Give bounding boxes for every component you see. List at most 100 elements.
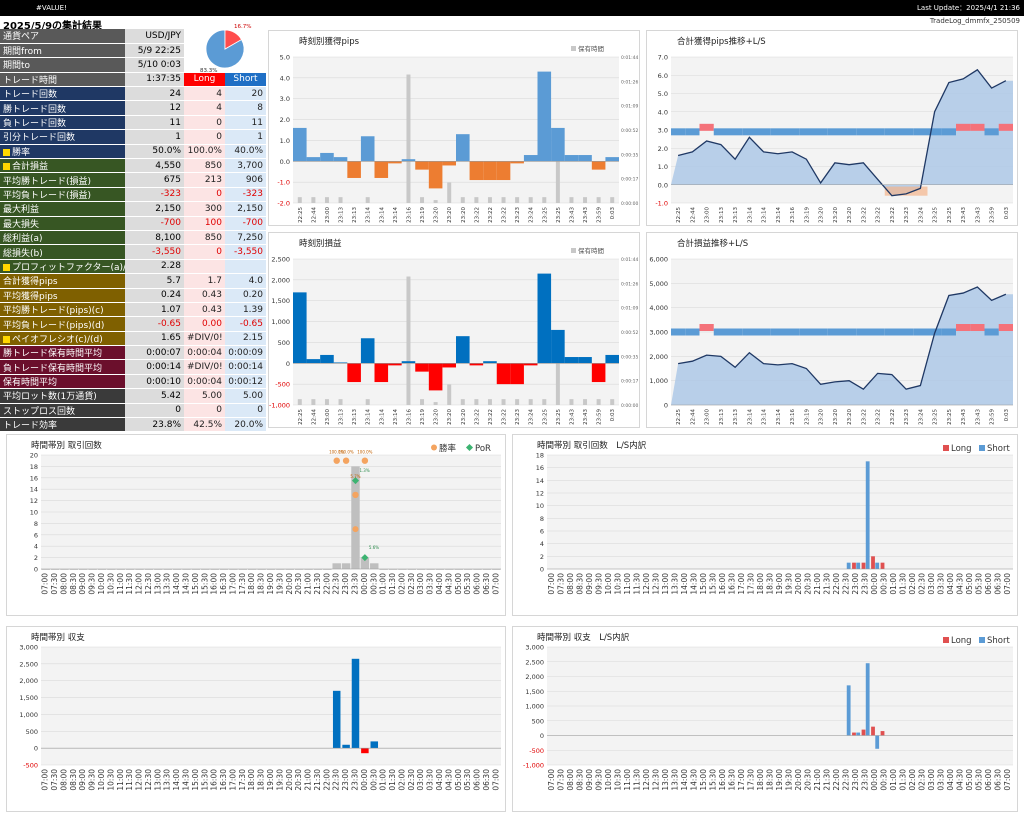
stat-short[interactable]: 2,150 [225,201,266,217]
stat-short[interactable]: 8 [225,100,266,116]
stat-value[interactable]: 5.42 [125,388,184,404]
stat-long[interactable]: 0:00:04 [184,374,225,390]
data-bar [578,155,592,162]
stat-short[interactable]: 4.0 [225,273,266,289]
stat-value[interactable]: 0:00:14 [125,359,184,375]
stat-long[interactable]: #DIV/0! [184,359,225,375]
x-tick-label: 23:00 [341,769,350,791]
stat-long[interactable]: 0 [184,187,225,203]
pnl-ls-panel[interactable]: 時間帯別 収支 L/S内訳 -1,000 -500 0 500 1,000 1,500 2,0… [512,626,1018,812]
stat-short[interactable]: 5.00 [225,388,266,404]
stat-long[interactable]: 1.7 [184,273,225,289]
stat-short[interactable]: 0:00:12 [225,374,266,390]
pips-by-time-panel[interactable]: 時刻別獲得pips -2.0 -1.0 0.0 1.0 2.0 3.0 4.0 5.0 0:00:… [268,30,640,226]
count-by-slot-panel[interactable]: 時間帯別 取引回数 0 2 4 6 8 10 12 14 16 18 20 勝率 PoR 100.0% 100… [6,434,506,616]
stat-short[interactable]: 40.0% [225,144,266,160]
stat-long[interactable]: 850 [184,230,225,246]
stat-value[interactable]: -323 [125,187,184,203]
stat-value[interactable]: -3,550 [125,244,184,260]
data-bar [320,354,334,364]
stat-value[interactable]: 0.24 [125,288,184,303]
x-tick-label: 11:00 [116,769,125,791]
stat-short[interactable] [225,259,266,275]
x-tick-label: 23:43 [583,207,589,223]
stat-long[interactable]: 100.0% [184,144,225,160]
cum-pnl-panel[interactable]: 合計損益推移+L/S 0 1,000 2,000 3,000 4,000 5,000 6,00… [646,232,1018,428]
pnl-by-slot-panel[interactable]: 時間帯別 収支 -500 0 500 1,000 1,500 2,000 2,500 3,000… [6,626,506,812]
stat-value[interactable]: 50.0% [125,144,184,160]
stat-short[interactable]: -0.65 [225,316,266,332]
stat-value[interactable]: 1 [125,129,184,145]
stat-short[interactable]: 1.39 [225,302,266,318]
short-band-segment [884,128,899,136]
stat-value[interactable]: 5/9 22:25 [125,43,184,59]
stat-long[interactable]: 0 [184,115,225,131]
stat-value[interactable]: -0.65 [125,316,184,332]
stat-value[interactable]: 2,150 [125,201,184,217]
stat-value[interactable]: 0:00:10 [125,374,184,390]
stat-long[interactable]: 0.43 [184,302,225,318]
x-tick-label: 01:30 [388,573,397,595]
stat-value[interactable]: USD/JPY [125,29,184,44]
short-header[interactable]: Short [225,72,266,88]
stat-long[interactable]: 850 [184,158,225,174]
stat-long[interactable]: 213 [184,172,225,188]
stat-short[interactable]: -700 [225,216,266,231]
stat-long[interactable]: 300 [184,201,225,217]
stat-long[interactable]: 5.00 [184,388,225,404]
stat-value[interactable]: 1.07 [125,302,184,318]
stat-short[interactable]: 0:00:14 [225,359,266,375]
stat-short[interactable]: 2.15 [225,331,266,347]
stat-long[interactable]: 0 [184,129,225,145]
cum-pips-panel[interactable]: 合計獲得pips推移+L/S -1.0 0.0 1.0 2.0 3.0 4.0 5.0 6.0 7… [646,30,1018,226]
stat-value[interactable]: 5/10 0:03 [125,57,184,73]
stat-long[interactable]: #DIV/0! [184,331,225,347]
stat-value[interactable]: 0 [125,403,184,419]
stat-value[interactable]: 2.28 [125,259,184,275]
stat-value[interactable]: 12 [125,100,184,116]
stat-value[interactable]: -700 [125,216,184,231]
stat-value[interactable]: 675 [125,172,184,188]
stat-long[interactable]: 0.00 [184,316,225,332]
stat-short[interactable]: 7,250 [225,230,266,246]
stat-long[interactable] [184,259,225,275]
stat-value[interactable]: 5.7 [125,273,184,289]
stat-short[interactable]: 0:00:09 [225,345,266,361]
win-rate-marker [361,457,369,464]
stat-long[interactable]: 4 [184,100,225,116]
stat-value[interactable]: 1:37:35 [125,72,184,88]
stat-value[interactable]: 24 [125,86,184,102]
stat-long[interactable]: 100 [184,216,225,231]
stat-value[interactable]: 23.8% [125,417,184,433]
stat-short[interactable]: 0 [225,403,266,419]
stat-long[interactable]: 42.5% [184,417,225,433]
stat-short[interactable]: 11 [225,115,266,131]
stat-short[interactable]: 1 [225,129,266,145]
stat-value[interactable]: 1.65 [125,331,184,347]
stat-short[interactable]: -3,550 [225,244,266,260]
stat-value[interactable]: 0:00:07 [125,345,184,361]
count-bar [473,569,482,570]
stat-value[interactable]: 8,100 [125,230,184,246]
stat-short[interactable]: 906 [225,172,266,188]
short-band-segment [827,328,842,336]
stat-long[interactable]: 0:00:04 [184,345,225,361]
stat-long[interactable]: 4 [184,86,225,102]
stat-long[interactable]: 0.43 [184,288,225,303]
stat-short[interactable]: 20 [225,86,266,102]
stat-value[interactable]: 11 [125,115,184,131]
x-tick-label: 01:00 [379,573,388,595]
stat-short[interactable]: 0.20 [225,288,266,303]
count-bar [257,569,266,570]
stat-short[interactable]: 3,700 [225,158,266,174]
x-tick-label: 01:00 [889,573,898,595]
x-tick-label: 08:30 [69,769,78,791]
stat-short[interactable]: -323 [225,187,266,203]
pnl-by-time-panel[interactable]: 時刻別損益 -1,000 -500 0 500 1,000 1,500 2,000 2,500 0… [268,232,640,428]
count-ls-panel[interactable]: 時間帯別 取引回数 L/S内訳 0 2 4 6 8 10 12 14 16 18 Long Short 0… [512,434,1018,616]
long-header[interactable]: Long [184,72,225,88]
stat-value[interactable]: 4,550 [125,158,184,174]
stat-long[interactable]: 0 [184,244,225,260]
stat-short[interactable]: 20.0% [225,417,266,433]
stat-long[interactable]: 0 [184,403,225,419]
